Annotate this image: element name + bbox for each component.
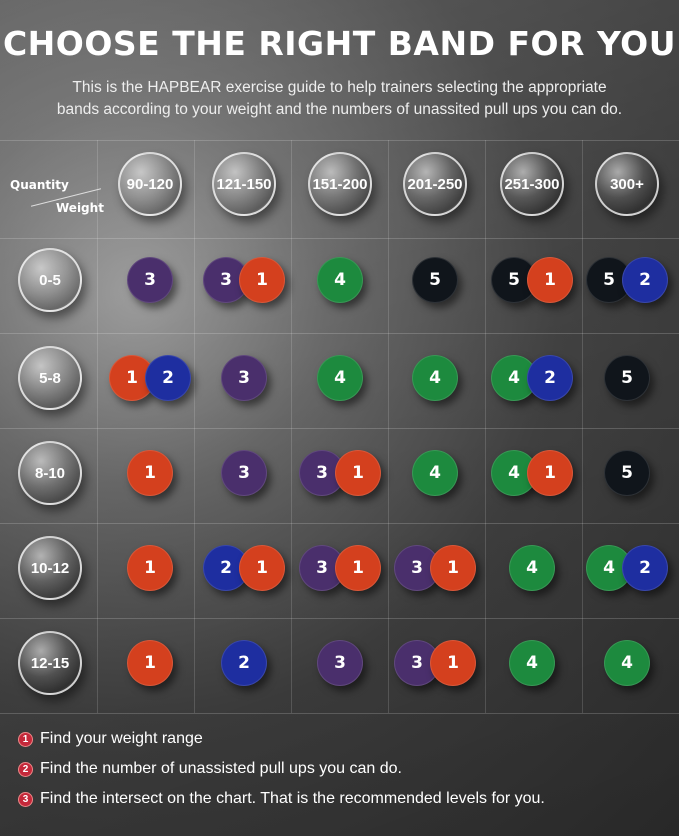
band-level-chip: 2 (221, 640, 267, 686)
band-level-chip: 1 (527, 257, 573, 303)
grid-row-line (0, 428, 679, 429)
step-text: Find your weight range (40, 730, 203, 747)
grid-col-line (194, 140, 195, 713)
band-level-chip: 4 (586, 545, 632, 591)
band-level-chip: 1 (127, 545, 173, 591)
weight-header: 121-150 (212, 152, 276, 216)
band-level-chip: 4 (412, 355, 458, 401)
quantity-header: 10-12 (18, 536, 82, 600)
band-level-chip: 1 (430, 640, 476, 686)
band-level-chip: 4 (509, 545, 555, 591)
grid-row-line (0, 140, 679, 141)
band-level-chip: 3 (221, 450, 267, 496)
quantity-header: 0-5 (18, 248, 82, 312)
weight-header: 151-200 (308, 152, 372, 216)
band-level-chip: 4 (317, 257, 363, 303)
band-level-chip: 2 (527, 355, 573, 401)
band-level-chip: 5 (412, 257, 458, 303)
band-level-chip: 3 (221, 355, 267, 401)
step-number-badge: 3 (18, 791, 33, 807)
band-level-chip: 3 (203, 257, 249, 303)
band-level-chip: 1 (335, 545, 381, 591)
grid-col-line (582, 140, 583, 713)
band-level-chip: 5 (586, 257, 632, 303)
corner-quantity-label: Quantity (10, 178, 69, 192)
grid-row-line (0, 333, 679, 334)
band-level-chip: 4 (317, 355, 363, 401)
step-number-badge: 2 (18, 761, 33, 777)
step-1: 1 Find your weight range (18, 724, 545, 754)
band-level-chip: 1 (527, 450, 573, 496)
band-level-chip: 4 (412, 450, 458, 496)
page-title: CHOOSE THE RIGHT BAND FOR YOU (2, 24, 677, 63)
band-level-chip: 5 (604, 355, 650, 401)
step-number-badge: 1 (18, 731, 33, 747)
band-level-chip: 5 (604, 450, 650, 496)
grid-row-line (0, 618, 679, 619)
step-text: Find the number of unassisted pull ups y… (40, 760, 402, 777)
quantity-header: 8-10 (18, 441, 82, 505)
grid-row-line (0, 523, 679, 524)
grid-col-line (97, 140, 98, 713)
band-level-chip: 1 (127, 450, 173, 496)
weight-header: 90-120 (118, 152, 182, 216)
band-level-chip: 3 (127, 257, 173, 303)
grid-col-line (485, 140, 486, 713)
band-level-chip: 1 (430, 545, 476, 591)
weight-header: 201-250 (403, 152, 467, 216)
band-level-chip: 3 (317, 640, 363, 686)
instructions: 1 Find your weight range 2 Find the number… (18, 724, 545, 814)
step-2: 2 Find the number of unassisted pull ups … (18, 754, 545, 784)
subtitle-line: bands according to your weight and the n… (56, 101, 623, 118)
grid-row-line (0, 713, 679, 714)
band-level-chip: 1 (239, 545, 285, 591)
quantity-header: 12-15 (18, 631, 82, 695)
subtitle-line: This is the HAPBEAR exercise guide to he… (72, 79, 607, 96)
corner-weight-label: Weight (56, 201, 104, 215)
band-level-chip: 1 (127, 640, 173, 686)
band-level-chip: 2 (622, 257, 668, 303)
step-3: 3 Find the intersect on the chart. That i… (18, 784, 545, 814)
weight-header: 300+ (595, 152, 659, 216)
grid-row-line (0, 238, 679, 239)
band-level-chip: 2 (622, 545, 668, 591)
step-text: Find the intersect on the chart. That is… (40, 790, 545, 807)
grid-col-line (388, 140, 389, 713)
grid-col-line (291, 140, 292, 713)
subtitle: This is the HAPBEAR exercise guide to he… (0, 77, 679, 121)
band-level-chip: 4 (509, 640, 555, 686)
band-level-chip: 1 (335, 450, 381, 496)
band-level-chip: 1 (239, 257, 285, 303)
band-level-chip: 2 (145, 355, 191, 401)
quantity-header: 5-8 (18, 346, 82, 410)
weight-header: 251-300 (500, 152, 564, 216)
band-level-chip: 4 (604, 640, 650, 686)
